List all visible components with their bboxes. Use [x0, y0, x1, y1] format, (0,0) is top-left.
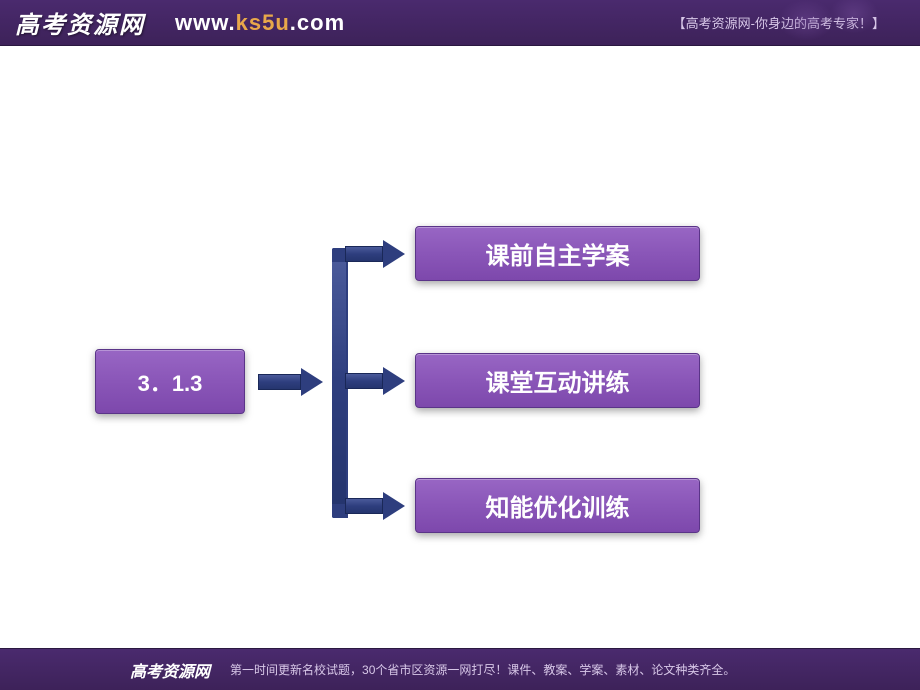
footer-text: 第一时间更新名校试题，30个省市区资源一网打尽！课件、教案、学案、素材、论文种类…	[230, 661, 735, 678]
branch-arrow-1	[345, 240, 405, 268]
header-bar: 高考资源网 www.ks5u.com 【高考资源网-你身边的高考专家！】	[0, 0, 920, 46]
main-arrow	[258, 368, 323, 396]
footer-bar: 高考资源网 第一时间更新名校试题，30个省市区资源一网打尽！课件、教案、学案、素…	[0, 648, 920, 690]
site-tagline: 【高考资源网-你身边的高考专家！】	[673, 13, 885, 32]
site-url: www.ks5u.com	[175, 10, 345, 36]
branch-arrow-3	[345, 492, 405, 520]
branch-arrow-2	[345, 367, 405, 395]
target-node-2: 课堂互动讲练	[415, 353, 700, 408]
target-node-1: 课前自主学案	[415, 226, 700, 281]
source-node: 3．1.3	[95, 349, 245, 414]
site-logo: 高考资源网	[15, 5, 145, 40]
diagram-area: 3．1.3 课前自主学案 课堂互动讲练 知能优化训练	[0, 46, 920, 646]
target-node-3: 知能优化训练	[415, 478, 700, 533]
footer-logo: 高考资源网	[130, 658, 210, 682]
